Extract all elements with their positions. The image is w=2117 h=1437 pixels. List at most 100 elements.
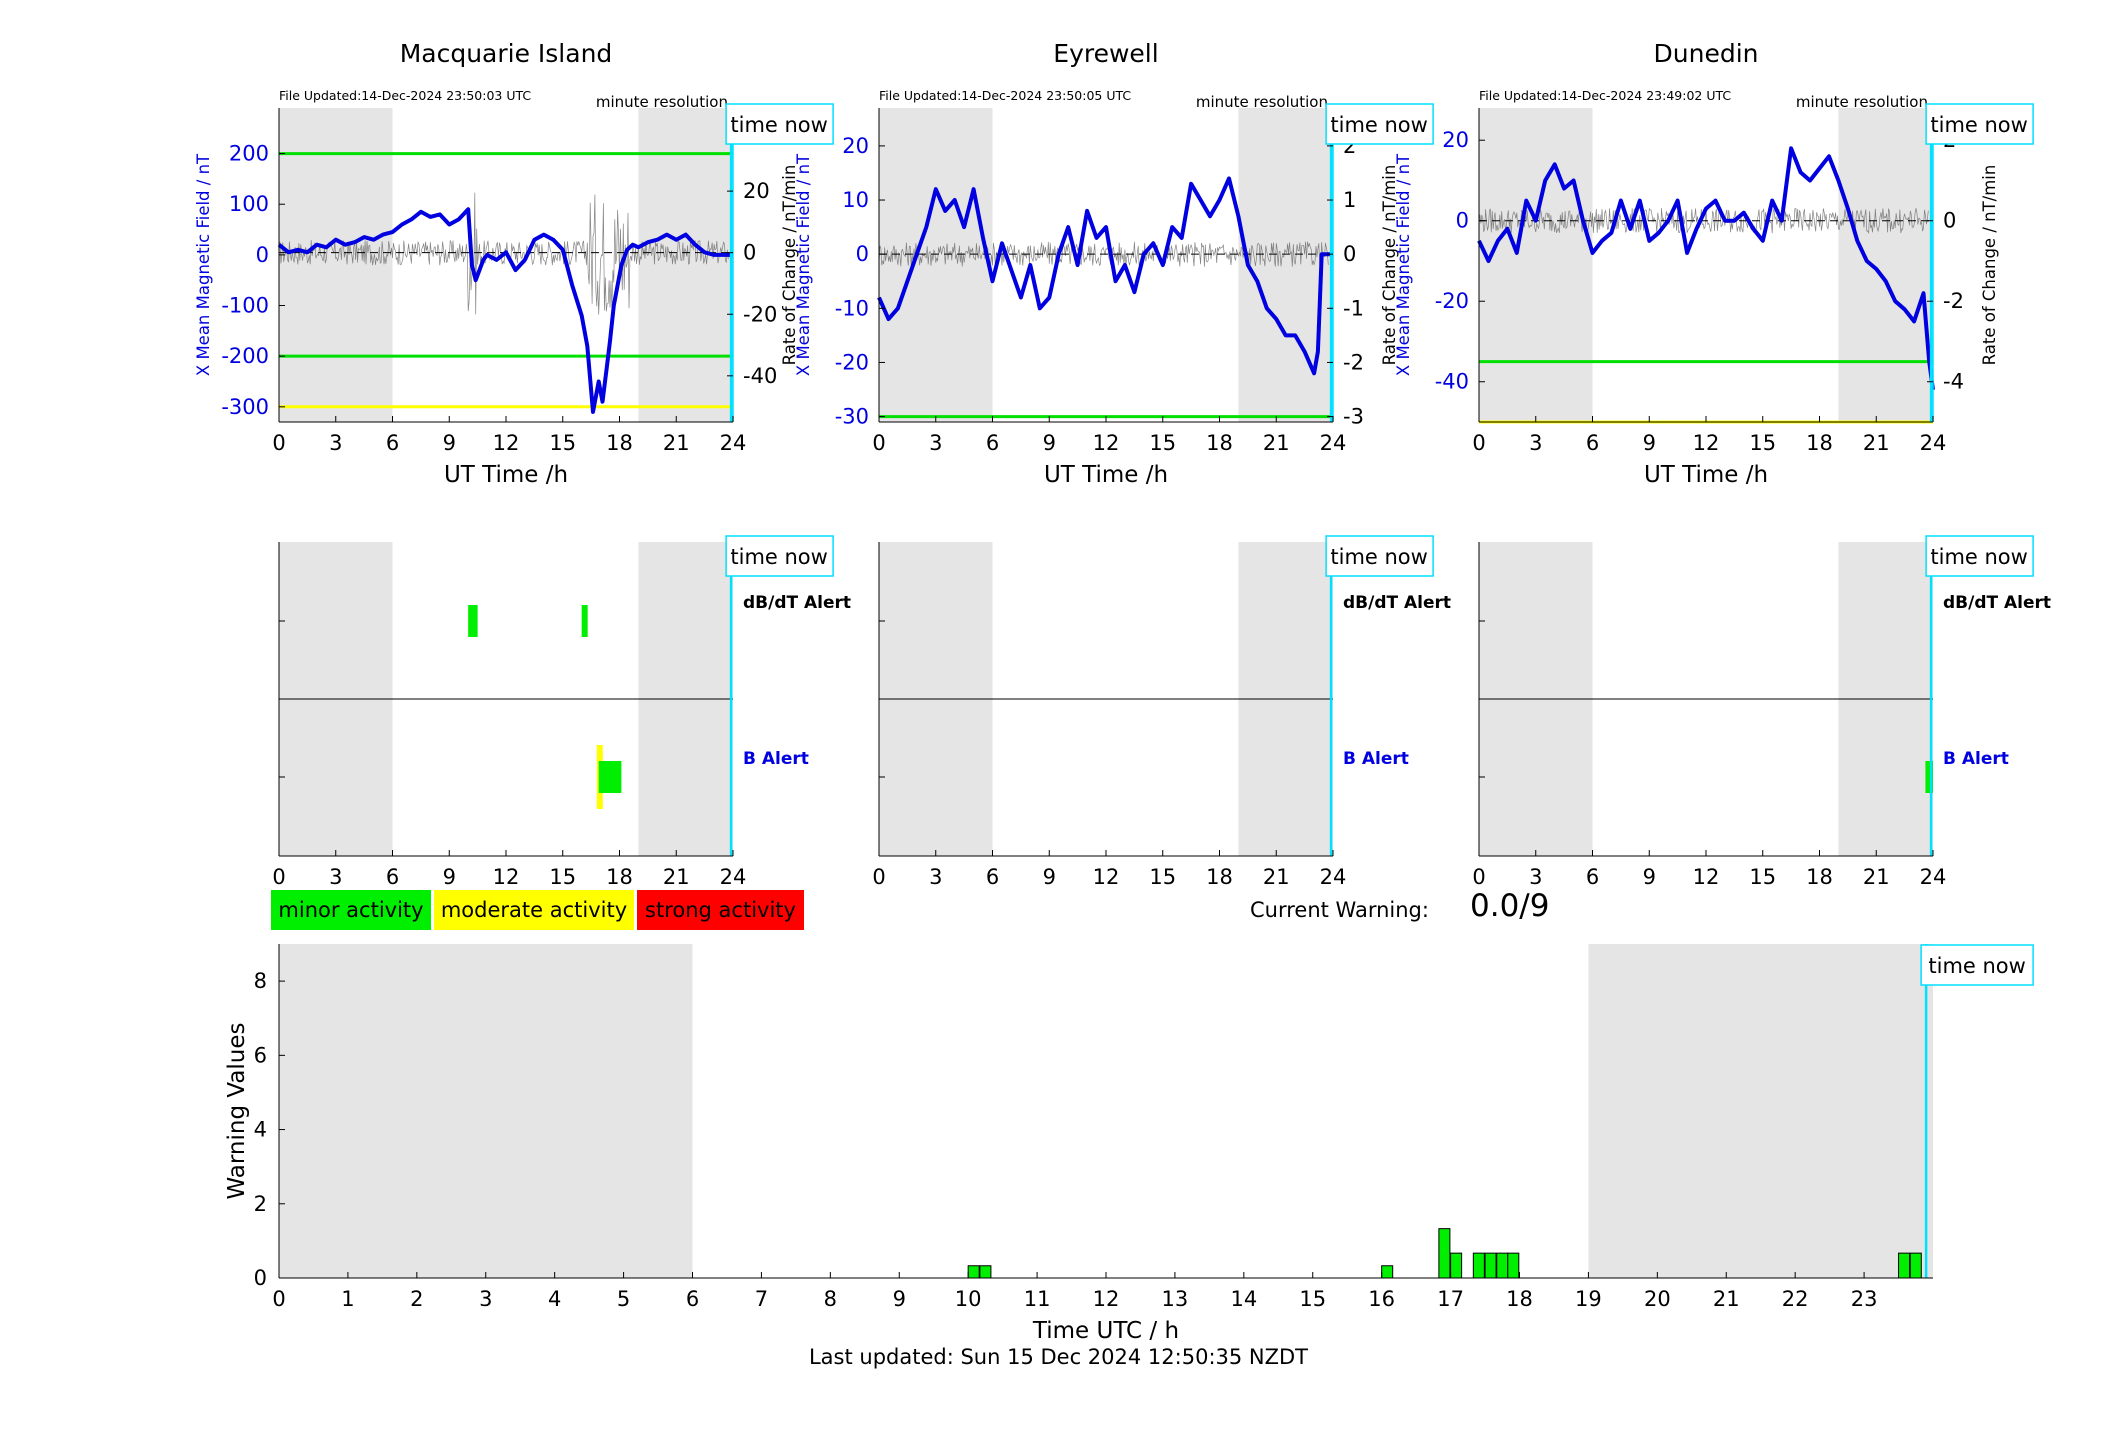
alert-panel-0: 0 3 6 9 12 15 18 21 24 dB/dT Alert B Alert time now bbox=[272, 535, 851, 889]
y-axis-label: X Mean Magnetic Field / nT bbox=[1394, 153, 1413, 376]
y-axis-label: X Mean Magnetic Field / nT bbox=[194, 153, 213, 376]
y-tick-label: -20 bbox=[835, 350, 869, 374]
x-tick-label: 15 bbox=[1299, 1287, 1326, 1311]
x-tick-label: 1 bbox=[341, 1287, 354, 1311]
x-tick-label: 4 bbox=[548, 1287, 561, 1311]
x-tick-label: 24 bbox=[1920, 865, 1947, 889]
x-tick-label: 15 bbox=[1149, 865, 1176, 889]
station-title: Macquarie Island bbox=[400, 39, 613, 68]
x-tick-label: 15 bbox=[1749, 431, 1776, 455]
x-tick-label: 7 bbox=[755, 1287, 768, 1311]
x-tick-label: 0 bbox=[872, 431, 885, 455]
y-tick-label: 0 bbox=[256, 243, 269, 267]
time-now-box bbox=[1925, 535, 2034, 577]
time-now-box bbox=[725, 103, 834, 145]
warning-bar bbox=[1472, 1252, 1485, 1279]
y2-axis-label: Rate of Change / nT/min bbox=[780, 165, 799, 366]
time-now-label: time now bbox=[1928, 954, 2025, 978]
warning-bar bbox=[1438, 1228, 1451, 1279]
x-tick-label: 21 bbox=[1863, 431, 1890, 455]
y2-tick-label: -3 bbox=[1343, 405, 1364, 429]
warning-bar bbox=[1381, 1265, 1394, 1279]
y-axis-label: X Mean Magnetic Field / nT bbox=[794, 153, 813, 376]
magnetic-plot-0: 036912151821242001000-100-200-30040200-2… bbox=[194, 39, 834, 488]
y-tick-label: -10 bbox=[835, 296, 869, 320]
y-tick-label: -20 bbox=[1435, 289, 1469, 313]
warning-bar bbox=[1450, 1252, 1463, 1279]
x-axis-label: UT Time /h bbox=[1044, 462, 1168, 488]
y-tick-label: -200 bbox=[221, 344, 269, 368]
b-alert-label: B Alert bbox=[1943, 749, 2009, 769]
y-tick-label: 200 bbox=[229, 142, 269, 166]
time-now-box bbox=[1325, 103, 1434, 145]
dbdt-alert-label: dB/dT Alert bbox=[743, 593, 851, 613]
warning-bar bbox=[1909, 1252, 1922, 1279]
x-tick-label: 6 bbox=[386, 865, 399, 889]
x-tick-label: 0 bbox=[272, 1287, 285, 1311]
warning-bar bbox=[967, 1265, 980, 1279]
x-tick-label: 9 bbox=[1643, 865, 1656, 889]
x-mean-field-line bbox=[277, 207, 733, 414]
night-band bbox=[279, 108, 393, 422]
x-tick-label: 9 bbox=[1643, 431, 1656, 455]
x-tick-label: 21 bbox=[663, 865, 690, 889]
x-tick-label: 19 bbox=[1575, 1287, 1602, 1311]
x-tick-label: 3 bbox=[479, 1287, 492, 1311]
x-tick-label: 3 bbox=[329, 865, 342, 889]
y2-tick-label: 1 bbox=[1343, 188, 1356, 212]
x-tick-label: 20 bbox=[1644, 1287, 1671, 1311]
y2-tick-label: -20 bbox=[743, 302, 777, 326]
x-tick-label: 6 bbox=[986, 865, 999, 889]
x-tick-label: 13 bbox=[1162, 1287, 1189, 1311]
y-tick-label: 2 bbox=[254, 1192, 267, 1216]
y2-axis-label: Rate of Change / nT/min bbox=[1980, 165, 1999, 366]
x-tick-label: 21 bbox=[1263, 865, 1290, 889]
current-warning-value: 0.0/9 bbox=[1470, 888, 1550, 924]
time-now-label: time now bbox=[1330, 113, 1427, 137]
x-tick-label: 9 bbox=[1043, 865, 1056, 889]
x-tick-label: 24 bbox=[1320, 865, 1347, 889]
x-tick-label: 3 bbox=[929, 865, 942, 889]
y-tick-label: 100 bbox=[229, 192, 269, 216]
y2-tick-label: 0 bbox=[743, 241, 756, 265]
x-tick-label: 18 bbox=[1806, 431, 1833, 455]
time-now-label: time now bbox=[730, 545, 827, 569]
magnetic-plot-1: 0 3 6 9 12 15 18 21 2420100-10-20-30210-1-2-3Eyr… bbox=[794, 39, 1434, 488]
x-tick-label: 2 bbox=[410, 1287, 423, 1311]
x-tick-label: 15 bbox=[1149, 431, 1176, 455]
y2-tick-label: -2 bbox=[1343, 350, 1364, 374]
x-tick-label: 21 bbox=[663, 431, 690, 455]
x-tick-label: 18 bbox=[1806, 865, 1833, 889]
y-tick-label: -40 bbox=[1435, 370, 1469, 394]
y2-tick-label: -2 bbox=[1943, 289, 1964, 313]
legend-moderate-label: moderate activity bbox=[440, 898, 628, 922]
x-tick-label: 18 bbox=[1206, 431, 1233, 455]
warning-bar bbox=[1496, 1252, 1509, 1279]
station-title: Dunedin bbox=[1654, 39, 1759, 68]
x-mean-field-line bbox=[877, 176, 1333, 376]
warning-chart: 0 1 2 3 4 5 6 7 8 9 10 11 12 13 14 15 16 17 18 19 20 21 22 2302… bbox=[224, 944, 2034, 1344]
x-tick-label: 5 bbox=[617, 1287, 630, 1311]
alert-panel-2: 0 3 6 9 12 15 18 21 24 dB/dT Alert B Alert time now bbox=[1472, 535, 2051, 889]
legend-strong-activity: strong activity bbox=[637, 890, 804, 930]
x-tick-label: 0 bbox=[1472, 865, 1485, 889]
x-tick-label: 12 bbox=[493, 865, 520, 889]
y2-tick-label: -4 bbox=[1943, 370, 1964, 394]
legend-moderate-activity: moderate activity bbox=[434, 890, 634, 930]
warning-bar bbox=[1898, 1252, 1911, 1279]
b-alert-label: B Alert bbox=[1343, 749, 1409, 769]
y-tick-label: 0 bbox=[856, 242, 869, 266]
x-mean-field-line bbox=[1477, 146, 1935, 391]
x-tick-label: 10 bbox=[955, 1287, 982, 1311]
dbdt-alert-label: dB/dT Alert bbox=[1343, 593, 1451, 613]
x-tick-label: 6 bbox=[1586, 431, 1599, 455]
y-tick-label: 20 bbox=[842, 134, 869, 158]
x-tick-label: 6 bbox=[986, 431, 999, 455]
night-band bbox=[1238, 108, 1333, 422]
y-tick-label: 8 bbox=[254, 969, 267, 993]
legend-strong-label: strong activity bbox=[645, 898, 796, 922]
b-alert-label: B Alert bbox=[743, 749, 809, 769]
x-tick-label: 18 bbox=[1506, 1287, 1533, 1311]
x-tick-label: 9 bbox=[893, 1287, 906, 1311]
